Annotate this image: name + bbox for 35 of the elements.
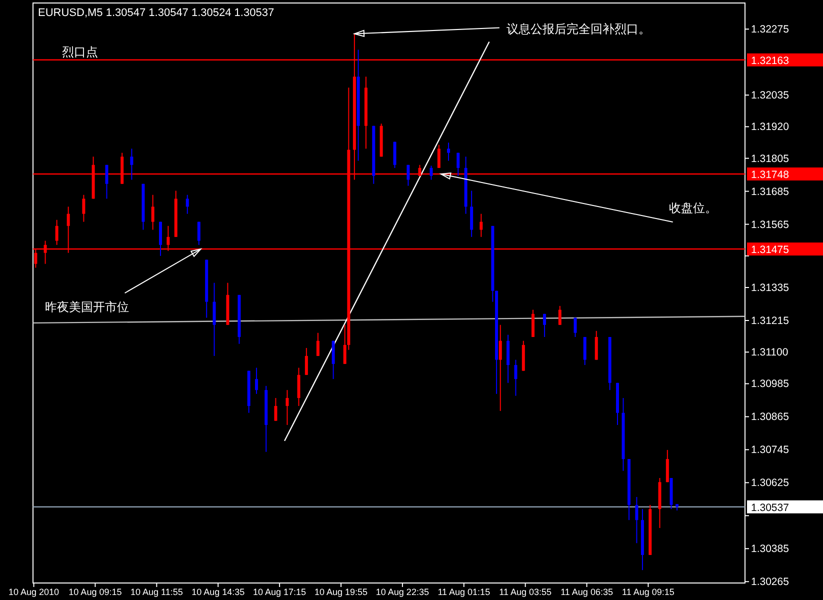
ref-line-label: 1.31475 [751, 244, 790, 256]
x-tick-label: 10 Aug 11:55 [130, 587, 183, 597]
y-tick-label: 1.31100 [751, 346, 788, 359]
x-tick-label: 10 Aug 2010 [8, 587, 60, 597]
y-tick-label: 1.31565 [751, 218, 790, 231]
y-tick-label: 1.32035 [751, 90, 790, 102]
annotation: 烈口点 [62, 44, 98, 59]
y-tick-label: 1.30265 [751, 576, 790, 588]
x-tick-label: 11 Aug 01:15 [438, 587, 490, 597]
y-tick-label: 1.31215 [751, 314, 790, 327]
y-tick-label: 1.32275 [751, 24, 790, 36]
y-tick-label: 1.31805 [751, 152, 790, 165]
x-tick-label: 10 Aug 17:15 [253, 587, 306, 597]
x-tick-label: 10 Aug 14:35 [192, 587, 245, 597]
x-tick-label: 11 Aug 06:35 [560, 587, 613, 597]
x-tick-label: 11 Aug 09:15 [622, 587, 674, 597]
x-tick-label: 10 Aug 09:15 [68, 587, 122, 597]
y-tick-label: 1.30385 [751, 543, 790, 556]
x-tick-label: 10 Aug 19:55 [314, 587, 368, 597]
y-tick-label: 1.31685 [751, 186, 790, 198]
y-tick-label: 1.30625 [751, 477, 790, 490]
y-tick-label: 1.30985 [751, 378, 790, 390]
annotation: 昨夜美国开市位 [44, 300, 129, 314]
ref-line-label: 1.30537 [751, 502, 790, 514]
x-tick-label: 11 Aug 03:55 [499, 587, 552, 597]
ref-line-label: 1.31748 [751, 168, 790, 181]
annotation: 议息公报后完全回补烈口。 [506, 22, 650, 36]
y-tick-label: 1.30865 [751, 411, 790, 424]
ref-line-label: 1.32163 [751, 54, 790, 67]
x-tick-label: 10 Aug 22:35 [376, 587, 429, 597]
y-tick-label: 1.31335 [751, 282, 790, 294]
chart-title: EURUSD,M5 1.30547 1.30547 1.30524 1.30537 [38, 7, 274, 19]
annotation: 收盘位。 [668, 200, 717, 215]
y-tick-label: 1.30745 [751, 444, 790, 456]
y-tick-label: 1.31920 [751, 121, 790, 134]
